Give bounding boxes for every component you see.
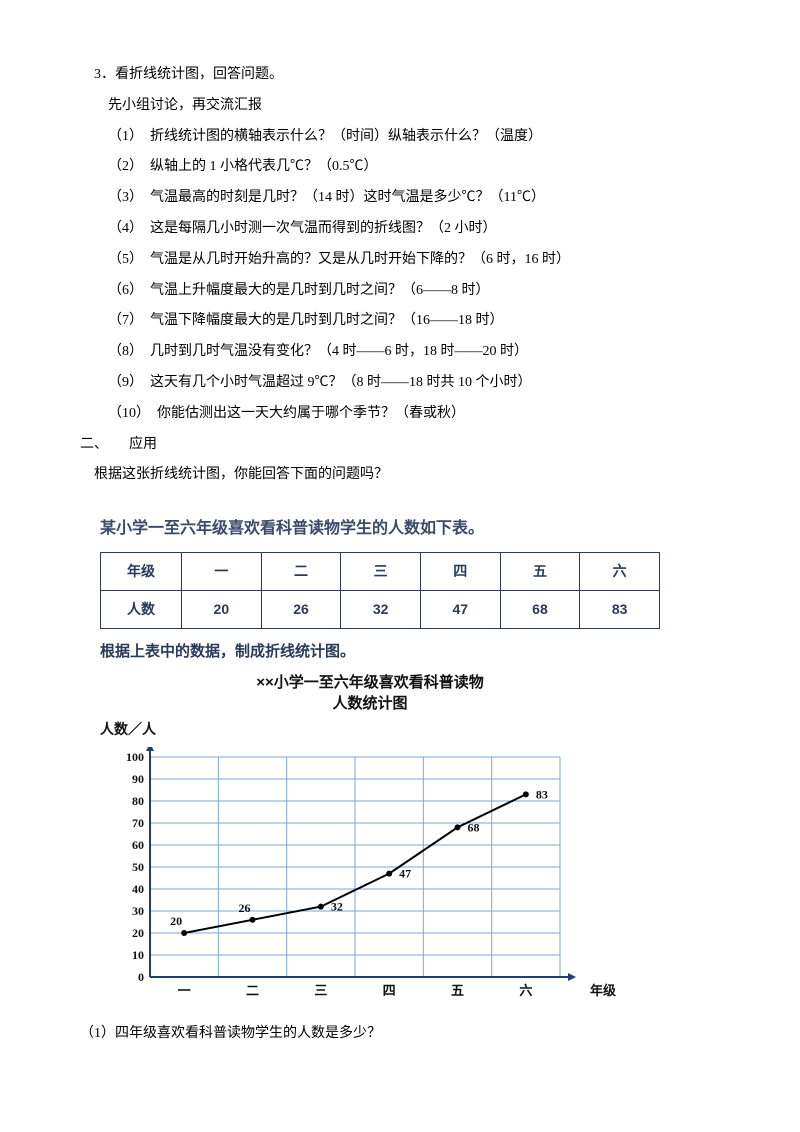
svg-text:五: 五 — [451, 983, 464, 998]
q3-item: （7） 气温下降幅度最大的是几时到几时之间？（16——18 时） — [80, 306, 720, 337]
svg-text:10: 10 — [132, 948, 144, 962]
svg-text:83: 83 — [536, 787, 548, 801]
q3-item: （10） 你能估测出这一天大约属于哪个季节？（春或秋） — [80, 399, 720, 430]
table-data-cell: 26 — [261, 591, 341, 629]
line-chart: ××小学一至六年级喜欢看科普读物 人数统计图 人数／人 0 10 20 30 40 50 6… — [100, 672, 720, 1007]
svg-text:三: 三 — [314, 983, 327, 998]
table-data-cell: 32 — [341, 591, 421, 629]
svg-text:50: 50 — [132, 860, 144, 874]
q3-item: （9） 这天有几个小时气温超过 9℃？（8 时——18 时共 10 个小时） — [80, 368, 720, 399]
svg-text:47: 47 — [399, 866, 411, 880]
svg-text:26: 26 — [239, 901, 251, 915]
svg-text:68: 68 — [468, 820, 480, 834]
q3-item: （2） 纵轴上的 1 小格代表几℃？（0.5℃） — [80, 152, 720, 183]
svg-text:一: 一 — [178, 983, 191, 998]
table-header-cell: 四 — [420, 553, 500, 591]
svg-text:20: 20 — [170, 914, 182, 928]
svg-text:年级: 年级 — [590, 983, 617, 998]
svg-text:0: 0 — [138, 970, 144, 984]
question-1: （1）四年级喜欢看科普读物学生的人数是多少？ — [80, 1019, 720, 1050]
svg-text:80: 80 — [132, 794, 144, 808]
chart-ylabel: 人数／人 — [100, 714, 720, 745]
table-header-cell: 二 — [261, 553, 341, 591]
svg-text:30: 30 — [132, 904, 144, 918]
table-title: 某小学一至六年级喜欢看科普读物学生的人数如下表。 — [80, 511, 720, 546]
svg-text:32: 32 — [331, 899, 343, 913]
table-data-cell: 83 — [580, 591, 660, 629]
table-data-cell: 20 — [182, 591, 262, 629]
q3-title: 3．看折线统计图，回答问题。 — [80, 60, 720, 91]
svg-text:20: 20 — [132, 926, 144, 940]
table-data-cell: 47 — [420, 591, 500, 629]
q3-item: （8） 几时到几时气温没有变化？（4 时——6 时，18 时——20 时） — [80, 337, 720, 368]
svg-text:四: 四 — [383, 983, 396, 998]
table-header-cell: 六 — [580, 553, 660, 591]
chart-svg: 0 10 20 30 40 50 60 70 80 90 100 一 二 三 四 五 六 年级 20 26 32 47 68… — [100, 747, 620, 1007]
q3-item: （6） 气温上升幅度最大的是几时到几时之间？（6——8 时） — [80, 276, 720, 307]
q3-item: （3） 气温最高的时刻是几时？（14 时）这时气温是多少℃？（11℃） — [80, 183, 720, 214]
chart-title-line1: ××小学一至六年级喜欢看科普读物 — [160, 672, 580, 693]
svg-text:六: 六 — [519, 983, 532, 998]
table-data-cell: 68 — [500, 591, 580, 629]
table-header-cell: 五 — [500, 553, 580, 591]
svg-text:60: 60 — [132, 838, 144, 852]
svg-text:70: 70 — [132, 816, 144, 830]
chart-title-line2: 人数统计图 — [160, 693, 580, 714]
q3-item: （5） 气温是从几时开始升高的？又是从几时开始下降的？（6 时，16 时） — [80, 245, 720, 276]
table-header-cell: 三 — [341, 553, 421, 591]
svg-text:100: 100 — [126, 750, 144, 764]
table-note: 根据上表中的数据，制成折线统计图。 — [80, 635, 720, 668]
table-row-label: 年级 — [101, 553, 182, 591]
svg-text:二: 二 — [246, 983, 259, 998]
table-row-label: 人数 — [101, 591, 182, 629]
q3-item: （4） 这是每隔几小时测一次气温而得到的折线图？（2 小时） — [80, 214, 720, 245]
q3-subtitle: 先小组讨论，再交流汇报 — [80, 91, 720, 122]
data-table: 年级一二三四五六 人数202632476883 — [100, 552, 660, 629]
svg-text:90: 90 — [132, 772, 144, 786]
table-header-cell: 一 — [182, 553, 262, 591]
section2-heading: 二、 应用 — [80, 430, 720, 461]
section2-intro: 根据这张折线统计图，你能回答下面的问题吗？ — [80, 460, 720, 491]
svg-text:40: 40 — [132, 882, 144, 896]
q3-item: （1） 折线统计图的横轴表示什么？（时间）纵轴表示什么？（温度） — [80, 122, 720, 153]
